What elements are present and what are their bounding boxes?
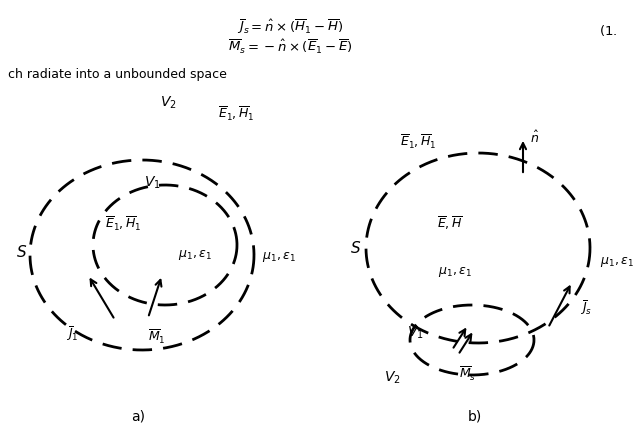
- Text: $\overline{E}_1,\overline{H}_1$: $\overline{E}_1,\overline{H}_1$: [400, 133, 437, 151]
- Text: $\overline{J}_s$: $\overline{J}_s$: [580, 299, 592, 317]
- Text: $V_2$: $V_2$: [384, 370, 400, 386]
- Text: ch radiate into a unbounded space: ch radiate into a unbounded space: [8, 68, 227, 81]
- Text: $S$: $S$: [351, 240, 361, 256]
- Text: $V_1$: $V_1$: [144, 175, 160, 191]
- Text: $\mu_1, \varepsilon_1$: $\mu_1, \varepsilon_1$: [178, 248, 212, 262]
- Text: $\overline{E}_1,\overline{H}_1$: $\overline{E}_1,\overline{H}_1$: [218, 105, 254, 123]
- Text: $S$: $S$: [16, 244, 28, 260]
- Text: $\overline{M}_1$: $\overline{M}_1$: [148, 328, 166, 346]
- Text: a): a): [131, 410, 145, 424]
- Text: $(1.$: $(1.$: [599, 22, 617, 38]
- Text: $\hat{n}$: $\hat{n}$: [530, 130, 539, 146]
- Text: $\mu_1, \varepsilon_1$: $\mu_1, \varepsilon_1$: [600, 255, 633, 269]
- Text: $\overline{E},\overline{H}$: $\overline{E},\overline{H}$: [437, 215, 463, 232]
- Text: $\overline{M}_s$: $\overline{M}_s$: [460, 365, 477, 383]
- Text: $\overline{J}_1$: $\overline{J}_1$: [66, 325, 78, 343]
- Text: b): b): [468, 410, 482, 424]
- Text: $\overline{J}_s = \hat{n}\times(\overline{H}_1-\overline{H})$: $\overline{J}_s = \hat{n}\times(\overlin…: [237, 18, 343, 36]
- Text: $\mu_1, \varepsilon_1$: $\mu_1, \varepsilon_1$: [438, 265, 472, 279]
- Text: $\overline{M}_s = -\hat{n}\times(\overline{E}_1-\overline{E})$: $\overline{M}_s = -\hat{n}\times(\overli…: [228, 38, 352, 56]
- Text: $V_2$: $V_2$: [160, 95, 177, 111]
- Text: $V_1$: $V_1$: [406, 325, 423, 342]
- Text: $\mu_1, \varepsilon_1$: $\mu_1, \varepsilon_1$: [262, 250, 296, 264]
- Text: $\overline{E}_1,\overline{H}_1$: $\overline{E}_1,\overline{H}_1$: [105, 215, 142, 233]
